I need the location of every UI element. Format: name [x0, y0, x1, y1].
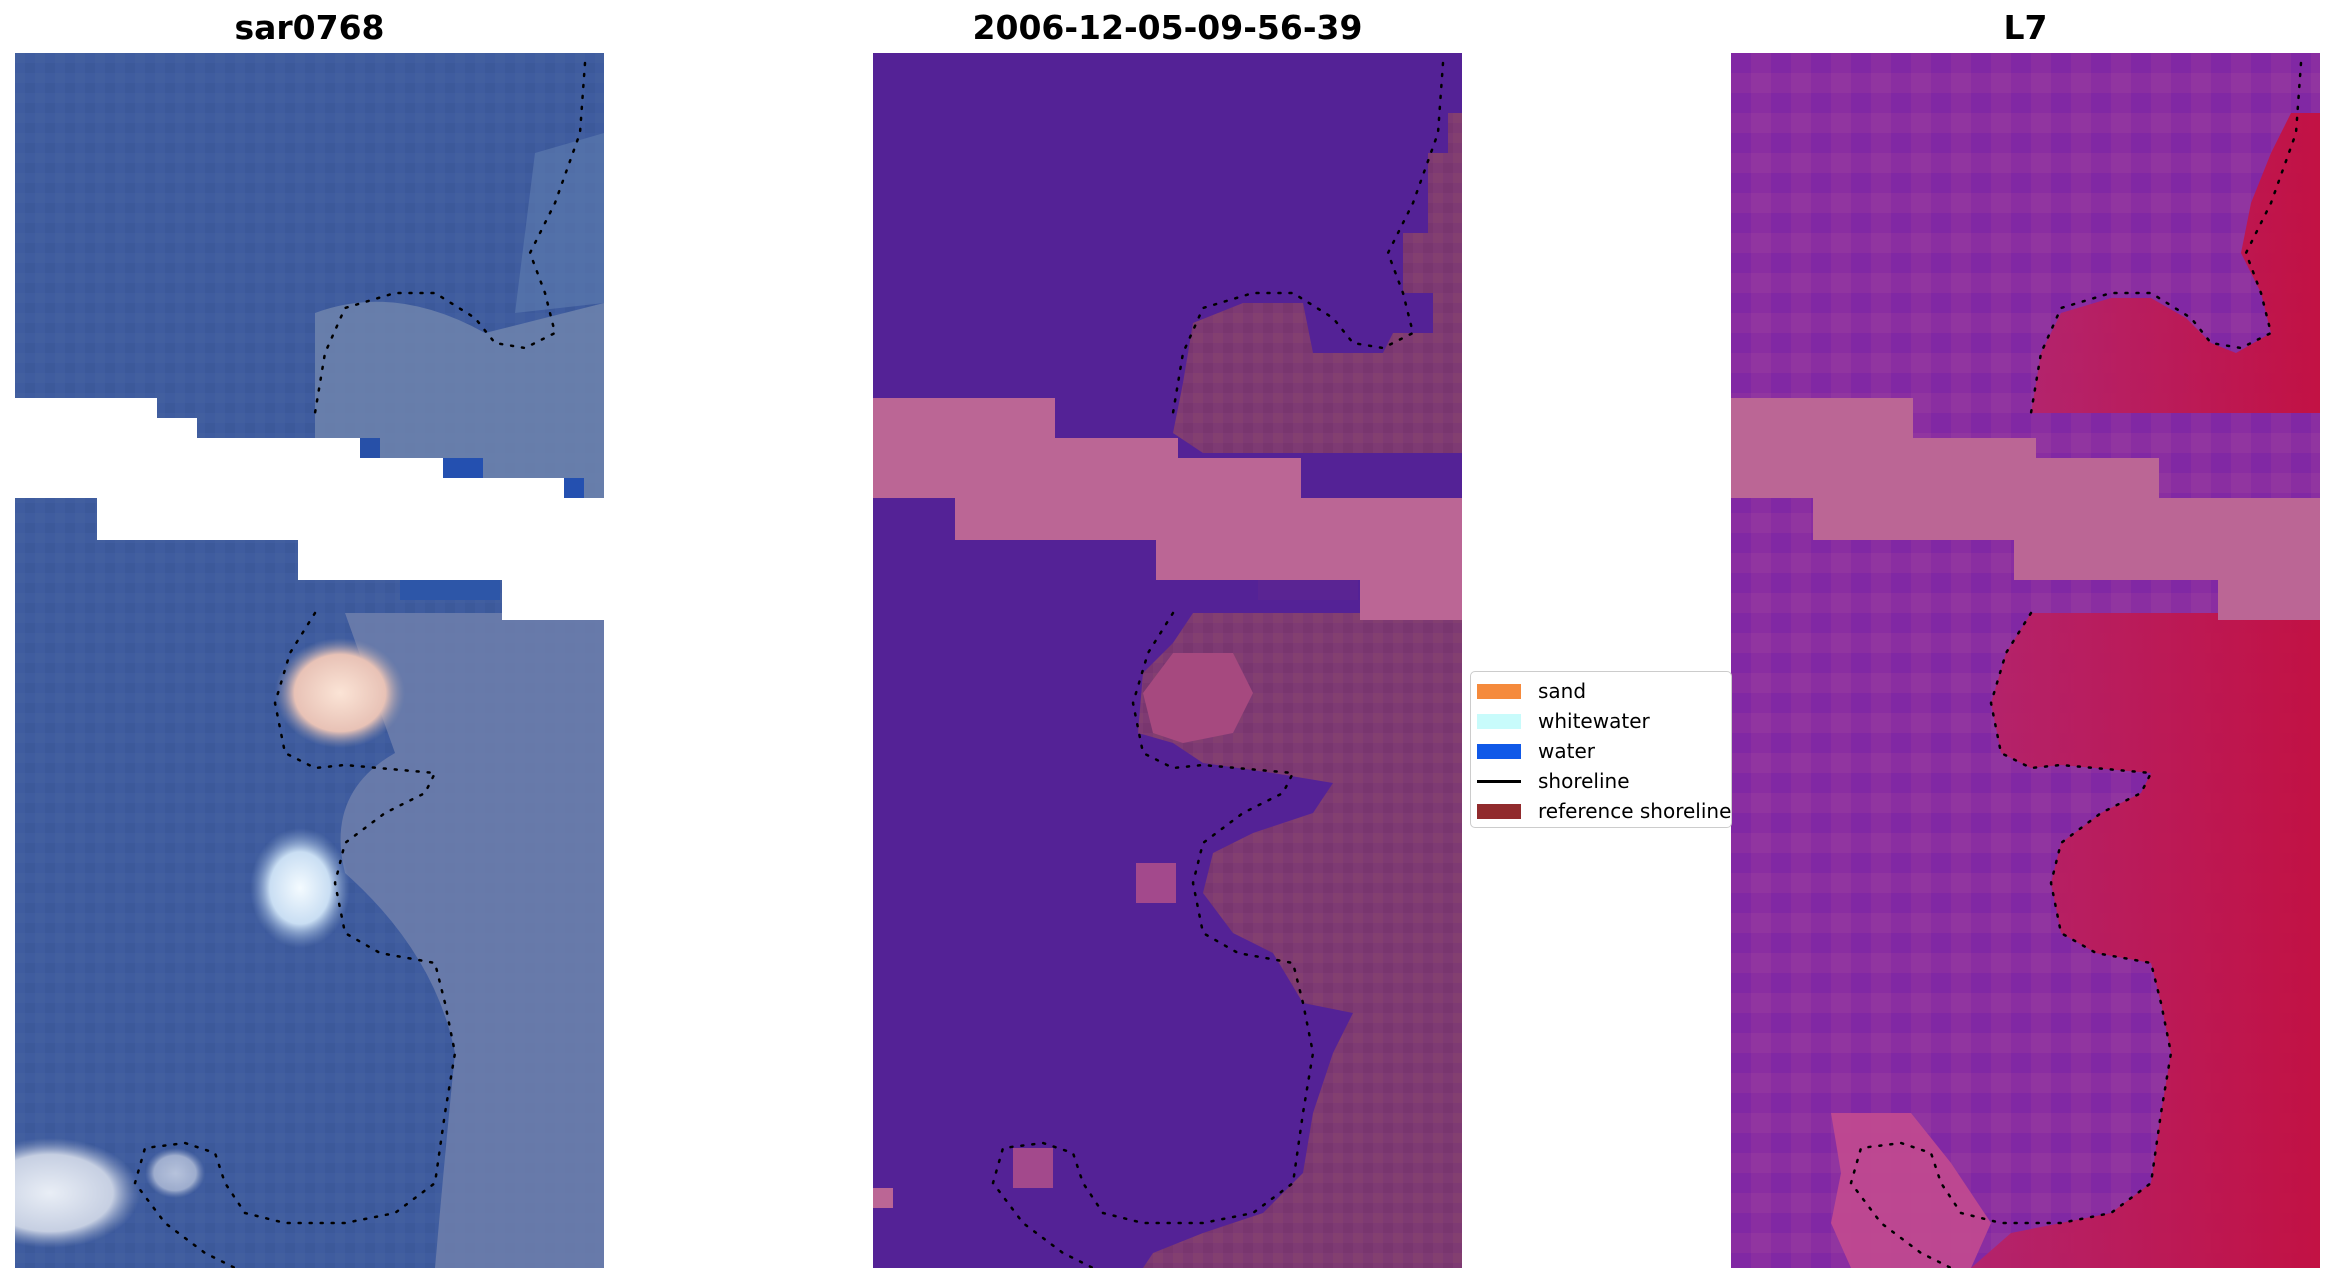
- classification-water-pixel: [1258, 580, 1358, 600]
- legend-item-whitewater: whitewater: [1471, 706, 1731, 734]
- classification-small-patch: [1136, 863, 1176, 903]
- rgb-whitewater-bottom-small: [145, 1148, 205, 1198]
- legend-label-whitewater: whitewater: [1538, 709, 1650, 733]
- rgb-image-panel: [15, 53, 604, 1268]
- shoreline-line-icon: [1477, 780, 1521, 783]
- rgb-whitewater-patch: [250, 828, 350, 948]
- water-swatch-icon: [1477, 744, 1521, 759]
- legend-label-water: water: [1538, 739, 1595, 763]
- rgb-dark-pixel: [443, 458, 483, 478]
- rgb-whitewater-bottom: [15, 1138, 140, 1248]
- index-map-panel: [1731, 53, 2320, 1268]
- classification-land-top: [1173, 113, 1462, 453]
- legend: sand whitewater water shoreline referenc…: [1470, 671, 1732, 828]
- legend-label-sand: sand: [1538, 679, 1587, 703]
- legend-label-shoreline: shoreline: [1538, 769, 1630, 793]
- rgb-dark-pixel: [360, 438, 380, 458]
- classification-land-bottom: [1138, 613, 1462, 1268]
- rgb-dark-pixel: [564, 478, 584, 498]
- rgb-beach-bottom: [340, 613, 604, 1268]
- reference-shoreline-swatch-icon: [1477, 804, 1521, 819]
- rgb-image: [15, 53, 604, 1268]
- index-pink-patch: [1831, 1113, 1991, 1268]
- index-land-top: [2031, 113, 2320, 413]
- rgb-dark-pixel: [400, 580, 500, 600]
- legend-item-shoreline: shoreline: [1471, 766, 1731, 794]
- whitewater-swatch-icon: [1477, 714, 1521, 729]
- sand-swatch-icon: [1477, 684, 1521, 699]
- classification-map: [873, 53, 1462, 1268]
- index-land-bottom: [1971, 613, 2320, 1268]
- panel-title-rgb: sar0768: [234, 8, 385, 47]
- legend-item-water: water: [1471, 736, 1731, 764]
- classification-panel: [873, 53, 1462, 1268]
- panel-title-classification: 2006-12-05-09-56-39: [972, 8, 1363, 47]
- classification-small-patch: [1013, 1148, 1053, 1188]
- panel-title-index: L7: [2003, 8, 2048, 47]
- classification-shoreline-dots: [991, 61, 1445, 1268]
- rgb-shoreline-dots: [133, 61, 587, 1268]
- rgb-beach-top-right: [515, 133, 604, 313]
- classification-sand-patch: [1143, 653, 1253, 743]
- classification-nodata-band: [873, 398, 1462, 620]
- classification-small-patch: [873, 1188, 893, 1208]
- index-nodata-band: [1731, 398, 2320, 620]
- rgb-sand-patch: [275, 638, 405, 748]
- index-map: [1731, 53, 2320, 1268]
- legend-item-sand: sand: [1471, 676, 1731, 704]
- rgb-beach-top: [315, 301, 604, 498]
- rgb-nodata-top-step: [15, 398, 604, 498]
- legend-label-reference-shoreline: reference shoreline: [1538, 799, 1732, 823]
- rgb-nodata-band: [15, 498, 604, 620]
- index-shoreline-dots: [1849, 61, 2303, 1268]
- legend-item-reference-shoreline: reference shoreline: [1471, 796, 1732, 824]
